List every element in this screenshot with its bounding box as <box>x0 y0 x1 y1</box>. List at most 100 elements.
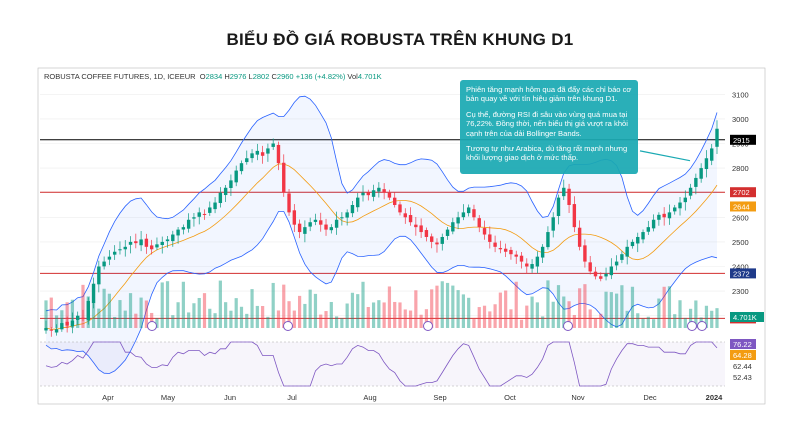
volume-bar <box>556 285 561 328</box>
volume-bar <box>514 281 518 328</box>
x-tick-label: Aug <box>363 393 376 402</box>
high-value: 2976 <box>229 72 247 81</box>
volume-bar <box>504 290 508 328</box>
volume-bar <box>245 313 249 328</box>
candle-body <box>176 229 180 236</box>
x-tick-label: Jun <box>224 393 236 402</box>
volume-bar <box>615 293 619 328</box>
volume-bar <box>118 300 122 328</box>
candle-body <box>488 234 492 242</box>
low-value: 2802 <box>252 72 270 81</box>
candle-body <box>149 245 154 250</box>
rsi-tick-label: 76.22 <box>733 340 752 349</box>
y-tick-label: 2800 <box>732 164 749 173</box>
candle-body <box>334 219 339 228</box>
volume-bar <box>488 311 492 328</box>
candle-body <box>297 223 302 233</box>
candle-body <box>440 236 444 244</box>
volume-bar <box>662 286 666 328</box>
candle-body <box>472 209 476 218</box>
candle-body <box>498 248 503 250</box>
volume-bar <box>620 285 624 328</box>
volume-bar <box>356 294 360 328</box>
volume-bar <box>641 318 645 328</box>
volume-bar <box>334 316 339 328</box>
volume-bar <box>509 309 513 328</box>
candle-body <box>588 262 592 272</box>
volume-bar <box>440 281 444 328</box>
volume-bar <box>44 300 48 328</box>
candle-body <box>599 276 603 279</box>
candle-body <box>70 320 75 327</box>
volume-bar <box>683 317 687 328</box>
volume-bar <box>292 310 296 328</box>
candle-body <box>76 315 80 320</box>
volume-bar <box>667 286 672 328</box>
volume-bar <box>562 296 566 328</box>
volume-bar <box>403 309 407 328</box>
candle-body <box>699 168 703 179</box>
candle-body <box>382 189 386 193</box>
volume-bar <box>630 286 635 328</box>
y-tick-label: 3100 <box>732 90 749 99</box>
volume-bar <box>599 313 603 328</box>
candle-body <box>107 256 112 260</box>
volume-bar <box>535 302 539 328</box>
volume-bar <box>324 311 328 328</box>
rsi-line <box>45 341 718 387</box>
candle-body <box>662 213 666 218</box>
volume-bar <box>651 319 656 328</box>
candle-body <box>657 214 661 220</box>
volume-bar <box>102 288 106 328</box>
volume-bar <box>176 302 180 328</box>
volume-bar <box>398 302 402 328</box>
candle-body <box>260 152 265 156</box>
candle-body <box>456 217 460 224</box>
x-tick-label: Nov <box>571 393 585 402</box>
volume-bar <box>694 300 698 328</box>
candle-body <box>255 150 260 155</box>
rsi-tag <box>730 350 756 360</box>
volume-bar <box>482 305 487 328</box>
volume-bar <box>366 307 370 328</box>
candle-body <box>202 213 207 215</box>
volume-bar <box>197 297 201 328</box>
volume-bar <box>271 282 275 328</box>
volume-bar <box>97 308 101 328</box>
candle-body <box>234 170 238 183</box>
volume-bar <box>329 301 333 328</box>
candle-body <box>91 283 96 304</box>
candle-body <box>419 225 423 233</box>
candle-body <box>292 210 297 225</box>
volume-bar <box>81 284 85 328</box>
candle-body <box>287 193 291 213</box>
x-tick-label: Oct <box>504 393 517 402</box>
candle-body <box>324 224 328 230</box>
annotation-box: Phiên tăng mạnh hôm qua đã đẩy các chỉ b… <box>460 80 638 174</box>
volume-bar <box>530 296 534 328</box>
y-tick-label: 3000 <box>732 115 749 124</box>
volume-bar <box>704 305 709 328</box>
candle-body <box>155 244 159 248</box>
chart-title: BIỂU ĐỒ GIÁ ROBUSTA TRÊN KHUNG D1 <box>226 30 574 49</box>
volume-bar <box>298 295 302 328</box>
volume-bar <box>371 302 376 328</box>
volume-bar <box>49 297 53 328</box>
candle-body <box>213 202 217 210</box>
volume-bar <box>345 303 349 328</box>
instrument-name: ROBUSTA COFFEE FUTURES, 1D, ICEEUR <box>44 72 196 81</box>
volume-bar <box>213 313 217 328</box>
candle-body <box>123 246 127 250</box>
candle-body <box>371 190 376 197</box>
volume-bar <box>113 316 117 328</box>
volume-bar <box>609 292 613 328</box>
close-value: 2960 <box>276 72 294 81</box>
candle-body <box>424 230 429 237</box>
chart-frame <box>37 67 766 405</box>
event-marker-icon <box>283 321 293 331</box>
x-tick-label: 2024 <box>706 393 724 402</box>
candle-body <box>356 197 360 208</box>
event-marker-icon <box>687 321 697 331</box>
volume-bar <box>583 284 587 328</box>
volume-bar <box>123 310 127 328</box>
